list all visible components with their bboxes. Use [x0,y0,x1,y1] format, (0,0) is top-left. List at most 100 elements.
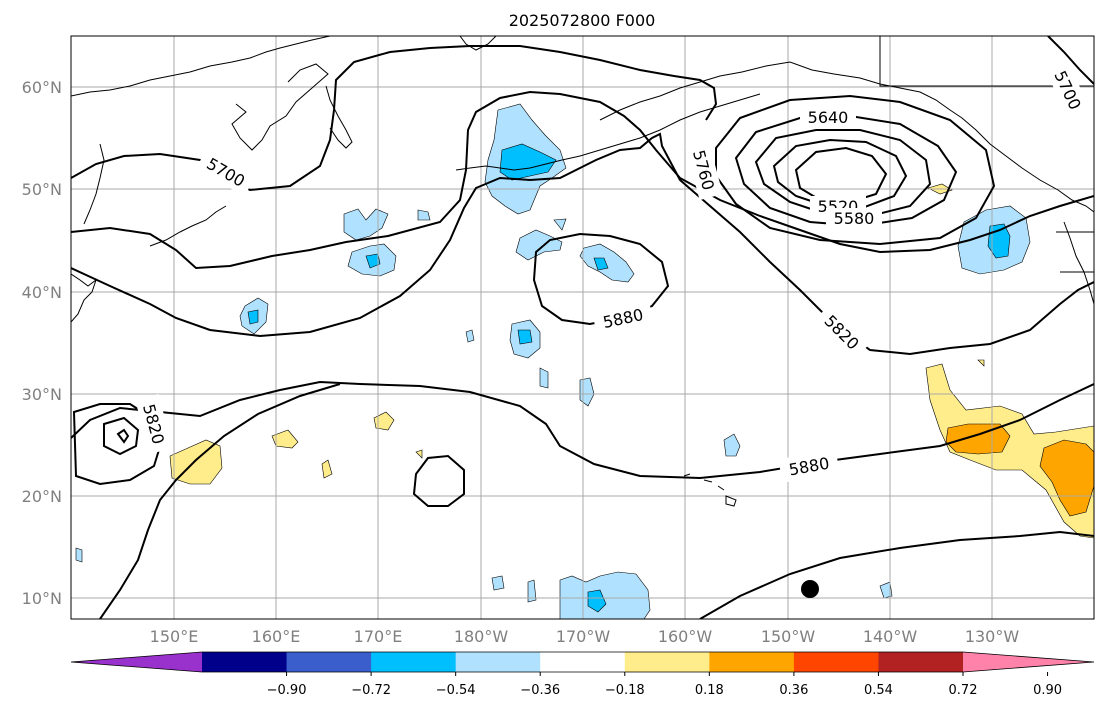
anomaly-patch [579,243,635,283]
coastline-bering [459,36,497,51]
contour-5880-big [71,380,1094,480]
contour-5700-east [1047,36,1094,85]
lon-label: 170°W [556,627,611,646]
lon-label: 160°W [658,627,713,646]
contour-low-5 [794,146,888,204]
contour-5820-inner-a [103,416,140,456]
colorbar-tick-label: 0.90 [1033,683,1062,698]
borders [879,36,1094,273]
anomaly-patch [527,579,537,603]
colorbar-swatch [793,652,879,672]
latitude-labels: 60°N 50°N 40°N 30°N 20°N 10°N [22,78,62,608]
anomaly-patch [365,253,381,269]
colorbar: −0.90 −0.72 −0.54 −0.36 −0.18 0.18 0.36 0.54 0.7… [70,651,1095,698]
anomaly-patch [925,363,1094,539]
anomaly-patch [945,423,1011,455]
lon-label: 160°E [252,627,301,646]
contour-5700-west [71,45,718,192]
colorbar-tick-label: −0.72 [351,683,391,698]
contour-low-4 [772,138,908,210]
anomaly-patch [559,571,651,619]
anomaly-patch [415,449,423,459]
anomaly-patch [593,257,609,271]
contour-label: 5580 [834,209,875,228]
anomaly-patch [539,367,549,389]
colorbar-tick-label: 0.36 [779,683,808,698]
contour-5820-inner-b [116,428,130,444]
lon-label: 140°W [863,627,918,646]
contour-5820-closed-sw [72,403,164,486]
lon-label: 130°W [965,627,1020,646]
anomaly-patch [499,143,557,181]
colorbar-swatch [202,652,288,672]
negative-anomaly-patches [75,103,1031,619]
coastline-alaska-peninsula [659,93,761,131]
colorbar-tick-label: −0.18 [605,683,645,698]
colorbar-tick-label: 0.54 [864,683,893,698]
lat-label: 30°N [22,385,62,404]
contour-label: 5640 [808,108,849,127]
lon-label: 150°E [150,627,199,646]
anomaly-patch [723,433,741,457]
anomaly-patch [491,575,505,591]
anomaly-patch [465,329,475,343]
contour-low-1 [715,94,996,246]
colorbar-swatch [371,652,457,672]
anomaly-patch [1039,439,1094,517]
coastline-japan [71,273,97,323]
anomaly-patch [553,218,567,231]
contour-5820-south [99,383,341,619]
anomaly-patch [321,459,333,479]
anomaly-patch [879,581,893,599]
lon-label: 170°E [354,627,403,646]
colorbar-tick-label: −0.90 [267,683,307,698]
positive-anomaly-patches [169,183,1094,539]
colorbar-tick-label: −0.54 [436,683,476,698]
anomaly-patch [247,309,259,325]
storm-marker-dot [801,580,819,598]
contour-5880-south [699,530,1094,619]
map-frame [70,35,1095,620]
contour-5880-sub [412,454,465,507]
coastline-na-west [1063,221,1094,305]
height-contours [71,36,1094,619]
colorbar-tick-label: −0.36 [520,683,560,698]
colorbar-extend-low [71,652,202,672]
lon-label: 150°W [761,627,816,646]
anomaly-patch [373,411,395,431]
border-alaska-canada [879,36,1094,87]
coastline-aleutians [455,129,661,171]
lat-label: 10°N [22,589,62,608]
colorbar-tick-label: 0.18 [695,683,724,698]
coastline-hawaii [683,473,737,507]
lat-label: 40°N [22,283,62,302]
coastline-sakhalin [83,143,105,225]
lat-label: 20°N [22,487,62,506]
colorbar-swatch [709,652,795,672]
longitude-labels: 150°E 160°E 170°E 180°W 170°W 160°W 150°… [150,627,1020,646]
coastline-okhotsk [231,63,329,151]
coastline-kamchatka [325,85,353,149]
colorbar-swatch [455,652,541,672]
lon-label: 180°W [454,627,509,646]
colorbar-tick-label: 0.72 [949,683,978,698]
contour-5880-closed [532,232,670,326]
anomaly-patch [75,547,83,563]
contour-low-3 [754,129,932,218]
lat-label: 60°N [22,78,62,97]
anomaly-patch [515,229,563,261]
map-title: 2025072800 F000 [509,11,656,30]
colorbar-extend-high [963,652,1094,672]
colorbar-swatch [540,652,626,672]
anomaly-patch [587,589,607,613]
anomaly-patch [977,359,985,367]
contour-5760 [71,90,1094,270]
anomaly-patch [417,209,431,221]
coastline-siberia [71,36,331,97]
colorbar-swatch [286,652,372,672]
colorbar-outline [70,651,1095,673]
anomaly-patch [271,429,299,449]
colorbar-swatch [878,652,964,672]
colorbar-swatch [624,652,710,672]
anomaly-patch [343,208,389,241]
